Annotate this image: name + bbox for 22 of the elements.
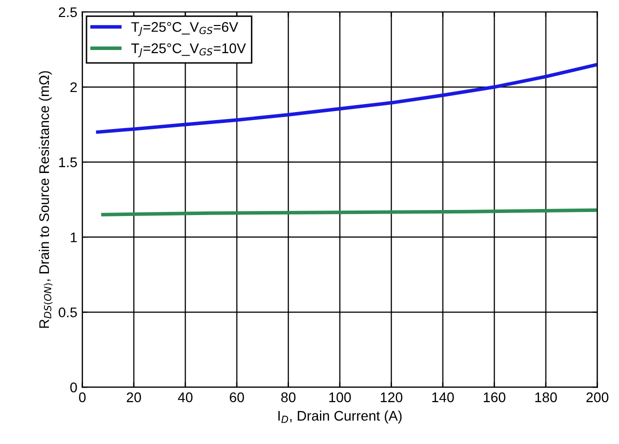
x-tick-label: 200	[586, 392, 608, 402]
x-tick-label: 80	[281, 392, 296, 402]
x-axis-title: I$_{D}$, Drain Current (A)	[278, 410, 402, 424]
y-axis-title: R$_{DS(ON)}$, Drain to Source Resistance (mΩ)	[38, 71, 52, 328]
x-tick-label: 120	[380, 392, 402, 402]
y-tick-label: 2.5	[58, 7, 77, 18]
line-series	[96, 62, 598, 134]
x-tick-label: 40	[178, 392, 193, 402]
x-tick-label: 180	[535, 392, 557, 402]
x-tick-label: 0	[79, 392, 86, 402]
x-tick-label: 20	[126, 392, 142, 402]
legend-label: T$_{J}$=25°C_V$_{GS}$=6V	[131, 22, 238, 36]
y-tick-label: 1	[70, 232, 77, 242]
x-tick-label: 160	[484, 392, 506, 402]
x-tick-label: 140	[432, 392, 454, 402]
y-tick-label: 0.5	[58, 307, 77, 318]
x-tick-label: 60	[230, 392, 244, 402]
y-tick-label: 2	[70, 82, 77, 92]
legend-label: T$_{J}$=25°C_V$_{GS}$=10V	[131, 43, 246, 58]
y-tick-label: 1.5	[59, 158, 77, 168]
y-tick-label: 0	[70, 382, 77, 392]
x-tick-label: 100	[329, 392, 351, 402]
